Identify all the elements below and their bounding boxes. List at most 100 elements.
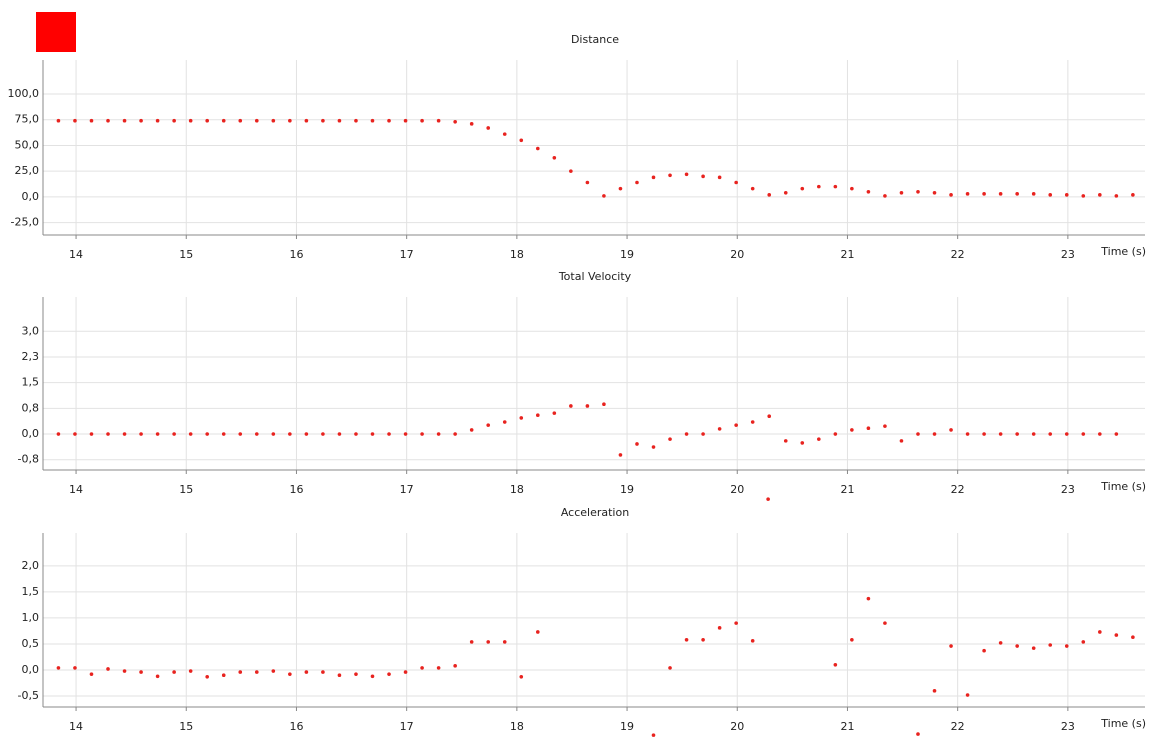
data-point xyxy=(1081,194,1086,198)
x-axis-label: Time (s) xyxy=(1100,480,1146,493)
x-tick-label: 16 xyxy=(289,248,303,261)
chart-title: Acceleration xyxy=(561,506,629,519)
data-point xyxy=(618,453,623,457)
x-tick-label: 15 xyxy=(179,483,193,496)
data-point xyxy=(1131,193,1135,197)
x-tick-label: 17 xyxy=(400,720,414,733)
x-tick-label: 14 xyxy=(69,720,83,733)
data-point xyxy=(535,413,540,417)
data-point xyxy=(817,184,821,189)
data-point xyxy=(866,189,871,194)
data-point xyxy=(850,186,854,191)
data-point xyxy=(370,432,375,436)
data-point xyxy=(783,190,788,195)
y-tick-label: 75,0 xyxy=(15,113,40,126)
data-point xyxy=(205,432,209,436)
data-point xyxy=(569,169,573,173)
data-point xyxy=(155,432,160,436)
data-point xyxy=(188,669,193,673)
y-tick-label: 1,0 xyxy=(22,611,40,624)
chart-title: Total Velocity xyxy=(558,270,632,283)
data-point xyxy=(1031,192,1036,196)
data-point xyxy=(750,186,755,191)
data-point xyxy=(354,118,358,123)
data-point xyxy=(932,190,937,195)
data-point xyxy=(535,630,540,634)
data-point xyxy=(486,640,491,644)
data-point xyxy=(370,118,375,123)
data-point xyxy=(767,193,772,197)
data-point xyxy=(866,426,871,431)
x-tick-label: 23 xyxy=(1061,248,1075,261)
data-point xyxy=(998,192,1003,196)
data-point xyxy=(701,637,705,642)
data-point xyxy=(188,432,193,436)
data-point xyxy=(701,432,705,436)
x-tick-label: 18 xyxy=(510,483,524,496)
data-point xyxy=(684,432,689,436)
data-point xyxy=(387,672,391,676)
x-tick-label: 16 xyxy=(289,720,303,733)
data-point xyxy=(519,138,524,143)
data-point xyxy=(1031,646,1036,650)
data-point xyxy=(89,432,94,436)
data-point xyxy=(932,689,937,693)
data-point xyxy=(1048,432,1053,436)
data-point xyxy=(569,404,573,408)
y-tick-label: 2,0 xyxy=(22,559,40,572)
x-tick-label: 20 xyxy=(730,248,744,261)
data-point xyxy=(436,666,441,670)
data-point xyxy=(651,733,656,737)
data-point xyxy=(668,437,672,441)
x-tick-label: 19 xyxy=(620,248,634,261)
data-point xyxy=(502,640,507,644)
y-tick-label: 0,8 xyxy=(22,401,40,414)
y-tick-label: -0,5 xyxy=(18,689,39,702)
data-point xyxy=(1015,432,1019,436)
data-point xyxy=(354,432,358,436)
data-point xyxy=(486,126,491,130)
x-tick-label: 22 xyxy=(951,248,965,261)
chart-title: Distance xyxy=(571,33,619,46)
data-point xyxy=(767,414,772,419)
data-point xyxy=(436,432,441,436)
data-point xyxy=(403,432,408,436)
data-point xyxy=(89,672,94,676)
y-tick-label: -0,8 xyxy=(18,453,39,466)
data-point xyxy=(750,420,755,424)
x-tick-label: 21 xyxy=(840,720,854,733)
data-point xyxy=(883,621,887,625)
x-tick-label: 14 xyxy=(69,248,83,261)
x-tick-label: 20 xyxy=(730,483,744,496)
data-point xyxy=(1098,630,1102,634)
data-point xyxy=(949,193,953,197)
data-point xyxy=(602,402,606,407)
data-point xyxy=(552,411,557,415)
data-point xyxy=(766,497,770,501)
data-point xyxy=(453,432,457,436)
data-point xyxy=(684,172,689,177)
data-point xyxy=(254,118,259,123)
x-tick-label: 18 xyxy=(510,248,524,261)
data-point xyxy=(271,669,276,673)
data-point xyxy=(750,639,755,643)
y-tick-label: 25,0 xyxy=(15,164,40,177)
data-point xyxy=(73,666,77,670)
data-point xyxy=(651,445,656,449)
data-point xyxy=(668,173,672,178)
data-point xyxy=(1031,432,1036,436)
color-swatch xyxy=(36,12,76,52)
data-point xyxy=(205,674,209,679)
data-point xyxy=(883,424,887,428)
data-point xyxy=(866,596,871,601)
data-point xyxy=(717,626,722,630)
data-point xyxy=(1098,193,1102,197)
data-point xyxy=(519,674,524,679)
data-point xyxy=(254,432,259,436)
x-axis-label: Time (s) xyxy=(1100,245,1146,258)
data-point xyxy=(783,439,788,443)
data-point xyxy=(949,644,953,648)
data-point xyxy=(1015,644,1019,648)
data-point xyxy=(221,432,226,436)
